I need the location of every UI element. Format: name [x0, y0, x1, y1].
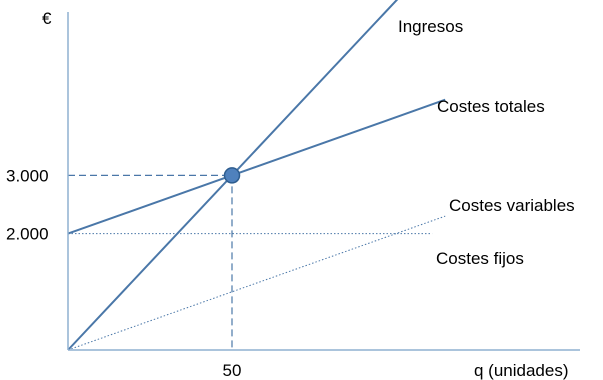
- series-line-1: [67, 98, 446, 235]
- series-label-0: Ingresos: [398, 17, 463, 36]
- break-even-marker: [223, 167, 241, 184]
- tick-labels: 2.000 3.000 50: [6, 166, 241, 380]
- series-label-2: Costes variables: [449, 196, 575, 215]
- x-tick-label: 50: [223, 361, 242, 380]
- series-label-3: Costes fijos: [436, 249, 524, 268]
- y-tick-label: 3.000: [6, 166, 49, 185]
- series-line-2: [67, 215, 446, 351]
- x-axis-label: q (unidades): [474, 361, 569, 380]
- series-labels: Ingresos Costes totales Costes variables Co…: [398, 17, 575, 268]
- y-tick-label: 2.000: [6, 225, 49, 244]
- series-label-1: Costes totales: [437, 97, 545, 116]
- break-even-guides: [68, 174, 233, 350]
- break-even-point: [223, 167, 241, 184]
- axes: [67, 12, 580, 351]
- y-axis-label: €: [42, 9, 52, 28]
